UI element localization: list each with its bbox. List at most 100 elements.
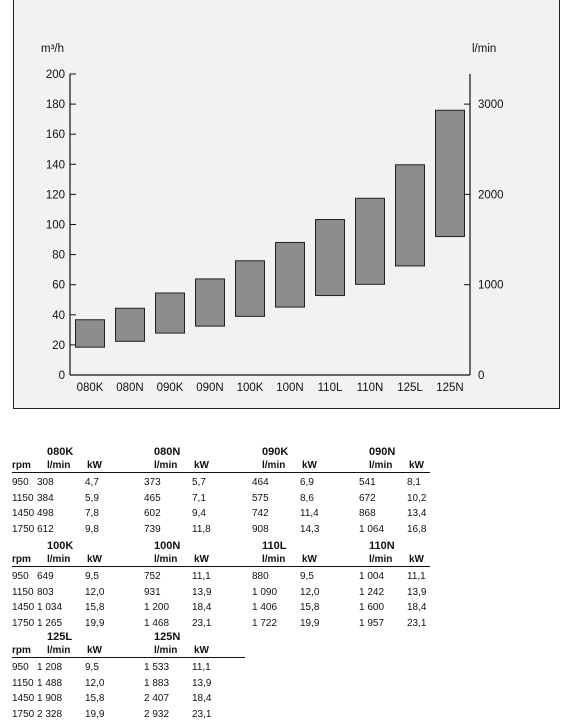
right-tick-label: 1000 — [478, 280, 504, 292]
flow-value: 2 328 — [37, 708, 63, 720]
left-tick-label: 0 — [59, 370, 65, 382]
flow-value: 672 — [359, 492, 376, 504]
power-header: kW — [87, 645, 102, 656]
rpm-value: 1450 — [12, 693, 35, 705]
flow-header: l/min — [47, 554, 71, 565]
left-tick-label: 160 — [46, 129, 65, 141]
header-rule — [12, 657, 245, 658]
power-header: kW — [194, 554, 209, 565]
flow-header: l/min — [154, 645, 178, 656]
power-header: kW — [87, 554, 102, 565]
model-name: 110N — [369, 540, 395, 552]
rpm-header: rpm — [12, 460, 31, 471]
header-rule — [12, 566, 430, 567]
left-tick-label: 80 — [52, 250, 65, 262]
model-name: 100K — [47, 540, 74, 552]
flow-header: l/min — [262, 460, 286, 471]
flow-header: l/min — [369, 554, 393, 565]
rpm-header: rpm — [12, 554, 31, 565]
flow-value: 1 034 — [37, 602, 63, 614]
right-unit-label: l/min — [472, 43, 496, 55]
rpm-value: 1750 — [12, 523, 35, 535]
flow-value: 1 600 — [359, 602, 385, 614]
left-tick-label: 60 — [52, 280, 65, 292]
flow-value: 384 — [37, 492, 54, 504]
rpm-value: 950 — [12, 571, 29, 582]
rpm-value: 1450 — [12, 602, 35, 614]
flow-value: 612 — [37, 523, 54, 535]
left-tick-label: 100 — [46, 220, 65, 232]
x-tick-label: 080N — [116, 382, 144, 394]
range-bar — [275, 241, 305, 308]
flow-value: 2 407 — [144, 693, 170, 705]
power-header: kW — [194, 645, 209, 656]
left-unit-label: m³/h — [41, 43, 64, 55]
x-tick-label: 100K — [237, 382, 264, 394]
range-bar — [195, 278, 225, 327]
range-bar — [75, 319, 105, 348]
left-tick-label: 140 — [46, 159, 65, 171]
model-name: 090N — [369, 446, 396, 458]
flow-value: 1 957 — [359, 617, 385, 629]
x-tick-label: 100N — [276, 382, 304, 394]
flow-value: 649 — [37, 571, 54, 582]
rpm-header: rpm — [12, 645, 31, 656]
flow-value: 1 883 — [144, 677, 170, 689]
chart-svg: 0204060801001201401601802000100020003000… — [41, 43, 504, 394]
rpm-value: 1750 — [12, 617, 35, 629]
rpm-value: 1150 — [12, 492, 34, 504]
flow-value: 1 208 — [37, 662, 63, 673]
flow-value: 803 — [37, 586, 54, 598]
left-tick-label: 40 — [52, 310, 65, 322]
flow-value: 931 — [144, 586, 161, 598]
flow-header: l/min — [154, 460, 178, 471]
flow-value: 739 — [144, 523, 161, 535]
power-header: kW — [409, 460, 424, 471]
flow-value: 464 — [252, 477, 269, 488]
range-bar — [395, 164, 425, 267]
flow-value: 1 265 — [37, 617, 63, 629]
flow-value: 1 468 — [144, 617, 170, 629]
rpm-value: 950 — [12, 477, 29, 488]
header-rule — [12, 472, 430, 473]
left-tick-label: 200 — [46, 69, 65, 81]
right-tick-label: 3000 — [478, 99, 504, 111]
flow-value: 868 — [359, 508, 376, 520]
flow-value: 602 — [144, 508, 161, 520]
x-tick-label: 125N — [436, 382, 464, 394]
model-name: 100N — [154, 540, 181, 552]
x-tick-label: 090N — [196, 382, 224, 394]
flow-value: 908 — [252, 523, 269, 535]
flow-value: 1 004 — [359, 571, 385, 582]
flow-value: 1 722 — [252, 617, 278, 629]
right-tick-label: 0 — [478, 370, 484, 382]
model-name: 080N — [154, 446, 181, 458]
flow-value: 1 488 — [37, 677, 63, 689]
power-header: kW — [87, 460, 102, 471]
flow-value: 1 200 — [144, 602, 170, 614]
x-tick-label: 110N — [357, 382, 384, 394]
left-tick-label: 180 — [46, 99, 65, 111]
model-name: 110L — [262, 540, 287, 552]
rpm-value: 950 — [12, 662, 29, 673]
model-name: 090K — [262, 446, 289, 458]
range-bar — [315, 219, 345, 297]
x-tick-label: 110L — [318, 382, 343, 394]
rpm-value: 1750 — [12, 708, 35, 720]
model-name: 080K — [47, 446, 74, 458]
flow-value: 742 — [252, 508, 269, 520]
flow-value: 465 — [144, 492, 161, 504]
model-name: 125N — [154, 631, 181, 643]
power-header: kW — [302, 554, 317, 565]
flow-header: l/min — [47, 645, 71, 656]
flow-value: 752 — [144, 571, 161, 582]
flow-value: 498 — [37, 508, 54, 520]
x-tick-label: 125L — [397, 382, 423, 394]
power-header: kW — [194, 460, 209, 471]
power-header: kW — [302, 460, 317, 471]
range-bar — [355, 197, 385, 285]
left-tick-label: 20 — [52, 340, 65, 352]
flow-value: 541 — [359, 477, 376, 488]
flow-value: 1 406 — [252, 602, 278, 614]
